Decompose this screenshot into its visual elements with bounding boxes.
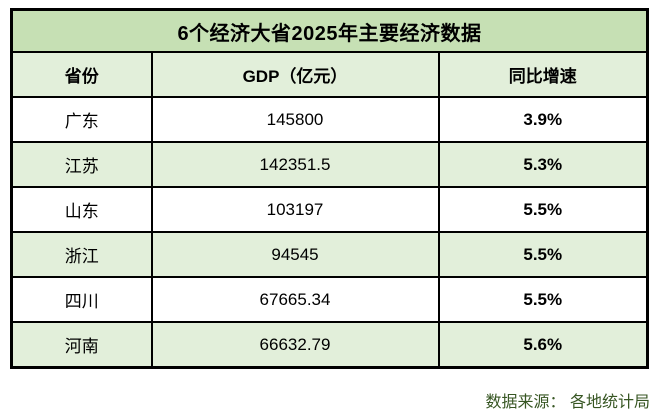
growth-cell: 5.3% xyxy=(437,141,649,188)
table-row: 江苏 142351.5 5.3% xyxy=(10,141,649,188)
growth-cell: 5.5% xyxy=(437,276,649,323)
title-row: 6个经济大省2025年主要经济数据 xyxy=(10,8,649,53)
economy-data-table: 6个经济大省2025年主要经济数据 省份 GDP（亿元） 同比增速 广东 145… xyxy=(10,8,649,369)
data-source-note: 数据来源： 各地统计局 xyxy=(485,394,650,411)
province-cell: 浙江 xyxy=(10,231,153,278)
table-row: 山东 103197 5.5% xyxy=(10,186,649,233)
gdp-cell: 66632.79 xyxy=(150,321,440,369)
column-header-gdp: GDP（亿元） xyxy=(150,51,440,98)
header-row: 省份 GDP（亿元） 同比增速 xyxy=(10,51,649,98)
growth-cell: 5.6% xyxy=(437,321,649,369)
province-cell: 广东 xyxy=(10,96,153,143)
growth-cell: 3.9% xyxy=(437,96,649,143)
gdp-cell: 145800 xyxy=(150,96,440,143)
gdp-cell: 94545 xyxy=(150,231,440,278)
province-cell: 江苏 xyxy=(10,141,153,188)
column-header-province: 省份 xyxy=(10,51,153,98)
table-title: 6个经济大省2025年主要经济数据 xyxy=(10,8,649,53)
table-row: 广东 145800 3.9% xyxy=(10,96,649,143)
table-row: 四川 67665.34 5.5% xyxy=(10,276,649,323)
gdp-cell: 67665.34 xyxy=(150,276,440,323)
column-header-growth: 同比增速 xyxy=(437,51,649,98)
growth-cell: 5.5% xyxy=(437,231,649,278)
gdp-cell: 103197 xyxy=(150,186,440,233)
gdp-cell: 142351.5 xyxy=(150,141,440,188)
growth-cell: 5.5% xyxy=(437,186,649,233)
province-cell: 山东 xyxy=(10,186,153,233)
province-cell: 四川 xyxy=(10,276,153,323)
province-cell: 河南 xyxy=(10,321,153,369)
table-row: 浙江 94545 5.5% xyxy=(10,231,649,278)
table-row: 河南 66632.79 5.6% xyxy=(10,321,649,369)
table-container: 6个经济大省2025年主要经济数据 省份 GDP（亿元） 同比增速 广东 145… xyxy=(10,8,649,369)
